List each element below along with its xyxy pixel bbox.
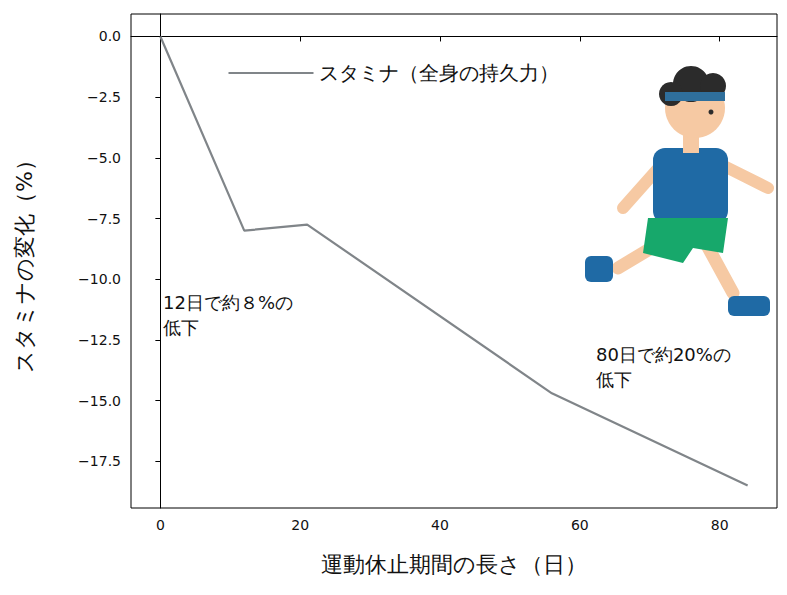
svg-text:−17.5: −17.5 (78, 453, 121, 469)
svg-text:80: 80 (711, 517, 729, 533)
svg-text:スタミナ（全身の持久力）: スタミナ（全身の持久力） (319, 61, 559, 85)
svg-text:−15.0: −15.0 (78, 393, 121, 409)
svg-text:0.0: 0.0 (99, 28, 121, 44)
svg-text:スタミナの変化（%）: スタミナの変化（%） (12, 149, 37, 373)
svg-text:−7.5: −7.5 (87, 211, 121, 227)
svg-text:−5.0: −5.0 (87, 150, 121, 166)
svg-text:−12.5: −12.5 (78, 332, 121, 348)
svg-text:低下: 低下 (163, 317, 199, 338)
svg-text:−10.0: −10.0 (78, 271, 121, 287)
svg-text:80日で約20%の: 80日で約20%の (596, 344, 731, 365)
svg-text:40: 40 (431, 517, 449, 533)
svg-text:0: 0 (156, 517, 165, 533)
svg-text:20: 20 (291, 517, 309, 533)
svg-text:60: 60 (571, 517, 589, 533)
svg-text:12日で約８%の: 12日で約８%の (163, 292, 293, 313)
svg-text:−2.5: −2.5 (87, 89, 121, 105)
svg-text:低下: 低下 (596, 369, 632, 390)
svg-text:運動休止期間の長さ（日）: 運動休止期間の長さ（日） (321, 552, 587, 577)
